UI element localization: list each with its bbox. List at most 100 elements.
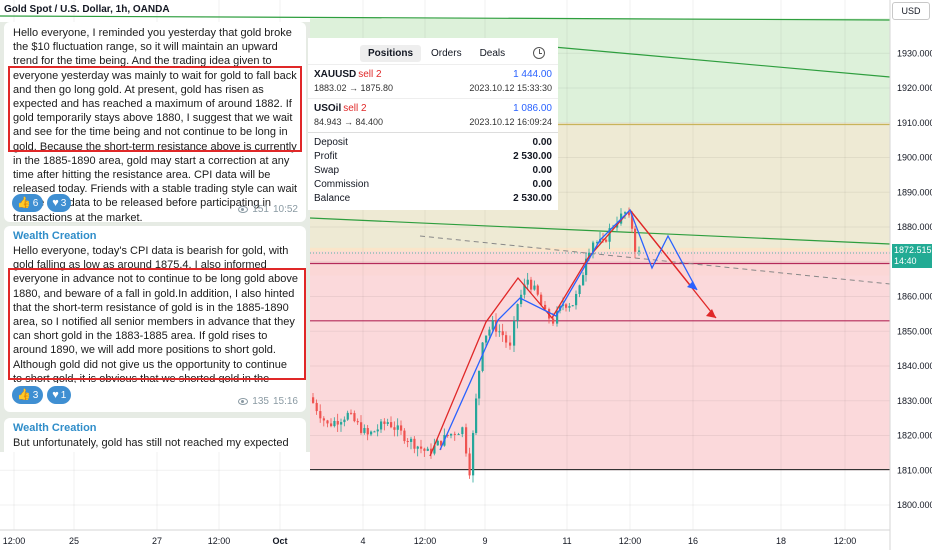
candle-body [433,445,436,454]
price-tick-1850: 1850.000 [897,326,932,336]
candle-body [520,294,523,305]
candle-body [446,434,449,436]
candle-body [571,305,574,307]
green-trendline-lower [309,217,891,245]
summary-profit: Profit 2 530.00 [314,151,552,162]
candle-body [634,228,637,252]
tab-deals[interactable]: Deals [479,47,506,59]
candle-body [453,433,456,435]
candle-body [330,423,333,427]
last-price: 1872.515 [894,245,932,255]
position-row[interactable]: XAUUSD sell 2 1 444.00 1883.02 → 1875.80 … [308,64,558,98]
message-reactions: 👍 3 ♥ 1 [12,386,72,404]
position-symbol: USOil [314,103,342,114]
view-count: 151 [252,204,269,215]
position-prices: 84.943 → 84.400 [314,117,384,127]
message-meta: 151 10:52 [238,204,298,215]
candle-body [523,284,526,295]
message-text: Hello everyone, today's CPI data is bear… [13,245,298,383]
chat-message-3: Wealth Creation But unfortunately, gold … [4,418,306,452]
summary-swap: Swap 0.00 [314,165,552,176]
time-tick-4: Oct [272,536,287,546]
candle-body [353,413,356,422]
candle-body [585,258,588,276]
time-tick-8: 11 [562,536,571,546]
candle-body [333,420,336,427]
time-tick-2: 27 [152,536,162,546]
candle-body [495,320,498,332]
candle-body [526,279,529,285]
heart-icon: ♥ [52,196,59,209]
candle-body [509,342,512,346]
candle-body [592,242,595,253]
summary-deposit: Deposit 0.00 [314,137,552,148]
summary-commission: Commission 0.00 [314,179,552,190]
time-tick-12: 12:00 [834,536,857,546]
price-tick-1900: 1900.000 [897,153,932,163]
thumbs-up-icon: 👍 [17,388,31,401]
position-profit: 1 444.00 [513,69,552,80]
zone-3 [310,251,890,471]
candle-body [624,212,627,214]
candle-body [336,420,339,425]
clock-icon[interactable] [533,47,546,59]
tab-positions[interactable]: Positions [360,44,422,62]
candle-body [423,448,426,451]
candle-body [631,215,634,229]
candle-body [426,448,429,451]
price-tick-1910: 1910.000 [897,118,932,128]
candle-body [485,335,488,343]
message-author[interactable]: Wealth Creation [13,230,97,242]
candle-body [491,320,494,330]
candle-body [413,438,416,449]
position-time: 2023.10.12 16:09:24 [469,117,552,127]
price-tick-1880: 1880.000 [897,222,932,232]
candle-body [380,421,383,430]
candle-body [322,418,325,421]
chat-message-1: Hello everyone, I reminded you yesterday… [4,22,306,224]
dashed-projection [419,235,891,285]
candle-body [366,428,369,435]
candle-body [326,420,329,424]
candle-body [638,250,641,252]
time-tick-10: 16 [688,536,698,546]
price-tick-1860: 1860.000 [897,292,932,302]
summary-balance: Balance 2 530.00 [314,193,552,204]
position-row[interactable]: USOil sell 2 1 086.00 84.943 → 84.400 202… [308,98,558,132]
chat-overlay: Hello everyone, I reminded you yesterday… [0,22,310,452]
green-trendline-top [0,15,891,21]
price-tick-1920: 1920.000 [897,83,932,93]
tab-orders[interactable]: Orders [431,47,462,59]
candle-body [340,422,343,425]
green-trendline-channel [519,43,891,78]
time-tick-1: 25 [69,536,79,546]
candle-body [568,306,571,308]
candle-body [533,285,536,290]
price-axis[interactable]: 1800.000 1810.000 1820.000 1830.000 1840.000… [889,0,932,550]
heart-reaction[interactable]: ♥ 3 [47,194,72,212]
message-author[interactable]: Wealth Creation [13,422,97,434]
candle-body [544,304,547,310]
account-summary: Deposit 0.00 Profit 2 530.00 Swap 0.00 Comm… [308,132,558,209]
candle-body [540,294,543,305]
candle-body [390,422,393,428]
message-reactions: 👍 6 ♥ 3 [12,194,72,212]
candle-body [481,342,484,371]
heart-reaction[interactable]: ♥ 1 [47,386,72,404]
blue-zigzag [439,208,698,451]
blue-arrowhead [687,281,697,290]
candle-body [552,318,555,324]
like-reaction[interactable]: 👍 3 [12,386,44,404]
time-axis[interactable]: 12:00 25 27 12:00 Oct 4 12:00 9 11 12:00 16 18 12:00 [0,529,890,546]
panel-tabs: Positions Orders Deals [308,38,558,64]
candle-body [406,441,409,443]
like-reaction[interactable]: 👍 6 [12,194,44,212]
candle-body [356,421,359,423]
currency-selector[interactable]: USD [892,2,930,20]
chart-drawings [429,208,717,457]
price-tick-1810: 1810.000 [897,465,932,475]
last-price-tag: 1872.515 14:40 [892,244,932,268]
candle-body [530,279,533,290]
message-text: But unfortunately, gold has still not re… [13,437,289,452]
